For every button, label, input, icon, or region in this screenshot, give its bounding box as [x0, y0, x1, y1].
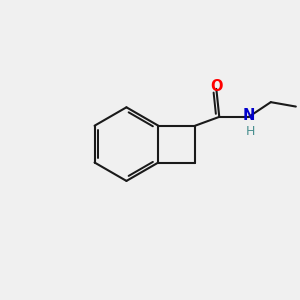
- Text: O: O: [210, 79, 223, 94]
- Text: N: N: [242, 108, 255, 123]
- Text: H: H: [245, 125, 255, 138]
